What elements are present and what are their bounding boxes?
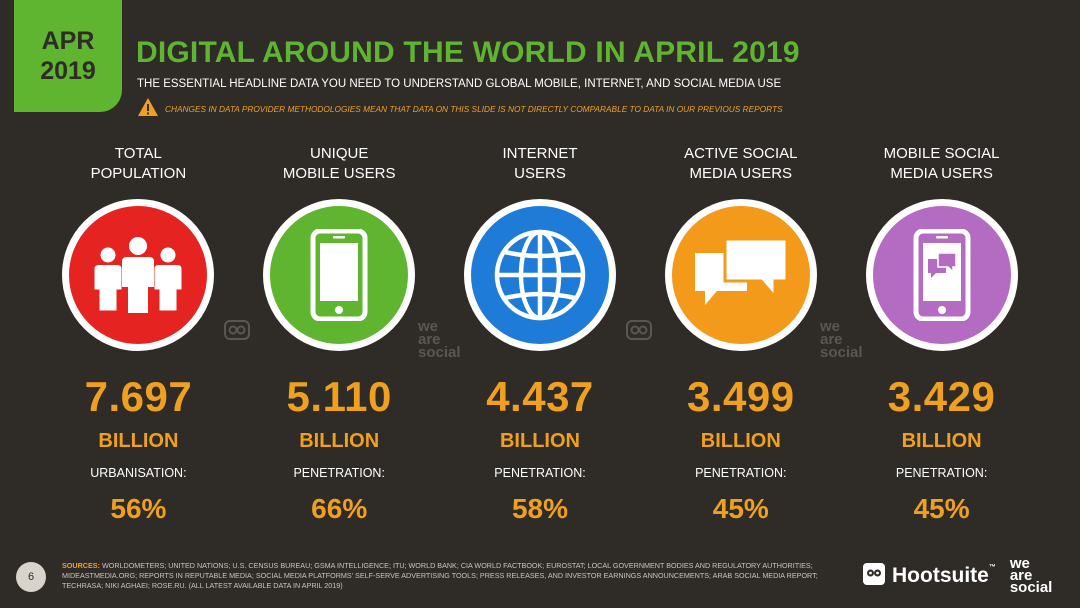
- stat-active-social-media-users: ACTIVE SOCIAL MEDIA USERS 3.499 BILLION …: [640, 140, 841, 530]
- stat-sub-value: 45%: [712, 493, 769, 524]
- page-title: DIGITAL AROUND THE WORLD IN APRIL 2019: [136, 36, 800, 69]
- stat-value: 7.697: [84, 373, 193, 420]
- badge-year: 2019: [40, 57, 96, 85]
- stat-unit: BILLION: [901, 430, 982, 452]
- hootsuite-owl-icon: [862, 562, 886, 591]
- stat-label: INTERNET USERS: [502, 145, 578, 182]
- stat-sub-value: 45%: [913, 493, 970, 524]
- phone-chat-icon: [913, 229, 971, 321]
- stat-sub-value: 66%: [311, 493, 368, 524]
- stat-mobile-social-media-users: MOBILE SOCIAL MEDIA USERS 3.429 BILLION …: [841, 140, 1042, 530]
- badge-month: APR: [41, 27, 95, 55]
- owl-watermark-icon: [224, 320, 250, 345]
- mobile-social-circle: [865, 199, 1018, 351]
- stat-sub-value: 56%: [110, 493, 167, 524]
- sources-label: SOURCES:: [62, 561, 100, 570]
- social-circle: [664, 199, 817, 351]
- stat-sub-label: URBANISATION:: [90, 466, 187, 480]
- globe-icon: [494, 229, 586, 321]
- stat-sub-label: PENETRATION:: [494, 466, 586, 480]
- stat-sub-label: PENETRATION:: [895, 466, 988, 480]
- hootsuite-logo-text: Hootsuite™: [892, 564, 996, 587]
- stat-value: 4.437: [486, 373, 594, 420]
- we-are-social-watermark: we are social: [820, 318, 863, 361]
- stat-internet-users: INTERNET USERS 4.437 BILLION PENETRATION…: [440, 140, 641, 530]
- stat-sub-value: 58%: [511, 493, 569, 524]
- stat-unit: BILLION: [499, 430, 580, 452]
- stat-label: ACTIVE SOCIAL MEDIA USERS: [684, 145, 798, 182]
- warning-text: CHANGES IN DATA PROVIDER METHODOLOGIES M…: [165, 104, 783, 114]
- stat-label: MOBILE SOCIAL MEDIA USERS: [883, 145, 1000, 182]
- we-are-social-watermark: we are social: [418, 318, 461, 361]
- footer-logos: Hootsuite™ we are social: [862, 556, 1052, 596]
- stat-unit: BILLION: [299, 430, 380, 452]
- sources-note: SOURCES: WORLDOMETERS; UNITED NATIONS; U…: [62, 561, 822, 591]
- owl-watermark-icon: [626, 320, 652, 345]
- stat-sub-label: PENETRATION:: [293, 466, 385, 480]
- people-icon: [94, 237, 182, 313]
- stat-label: UNIQUE MOBILE USERS: [282, 145, 396, 182]
- page-number: 6: [16, 562, 46, 592]
- warning-icon: [137, 97, 159, 122]
- stat-value: 3.429: [887, 373, 996, 420]
- stat-value: 5.110: [286, 373, 392, 420]
- mobile-circle: [263, 199, 416, 351]
- stat-unit: BILLION: [700, 430, 781, 452]
- stat-total-population: TOTAL POPULATION 7.697 BILLION URBANISAT…: [38, 140, 239, 530]
- mobile-phone-icon: [310, 229, 368, 321]
- stat-value: 3.499: [686, 373, 795, 420]
- warning-notice: CHANGES IN DATA PROVIDER METHODOLOGIES M…: [137, 97, 783, 122]
- stats-row: TOTAL POPULATION 7.697 BILLION URBANISAT…: [38, 140, 1042, 530]
- stat-label: TOTAL POPULATION: [90, 145, 187, 182]
- population-circle: [62, 199, 215, 351]
- we-are-social-logo: we are social: [1009, 555, 1053, 596]
- internet-circle: [463, 199, 616, 351]
- sources-text: WORLDOMETERS; UNITED NATIONS; U.S. CENSU…: [62, 561, 818, 590]
- stat-unit: BILLION: [98, 430, 179, 452]
- date-badge: APR 2019: [14, 0, 122, 112]
- page-subtitle: THE ESSENTIAL HEADLINE DATA YOU NEED TO …: [137, 78, 782, 90]
- stat-sub-label: PENETRATION:: [695, 466, 787, 480]
- chat-bubbles-icon: [694, 237, 789, 305]
- stat-unique-mobile-users: UNIQUE MOBILE USERS 5.110 BILLION PENETR…: [239, 140, 440, 530]
